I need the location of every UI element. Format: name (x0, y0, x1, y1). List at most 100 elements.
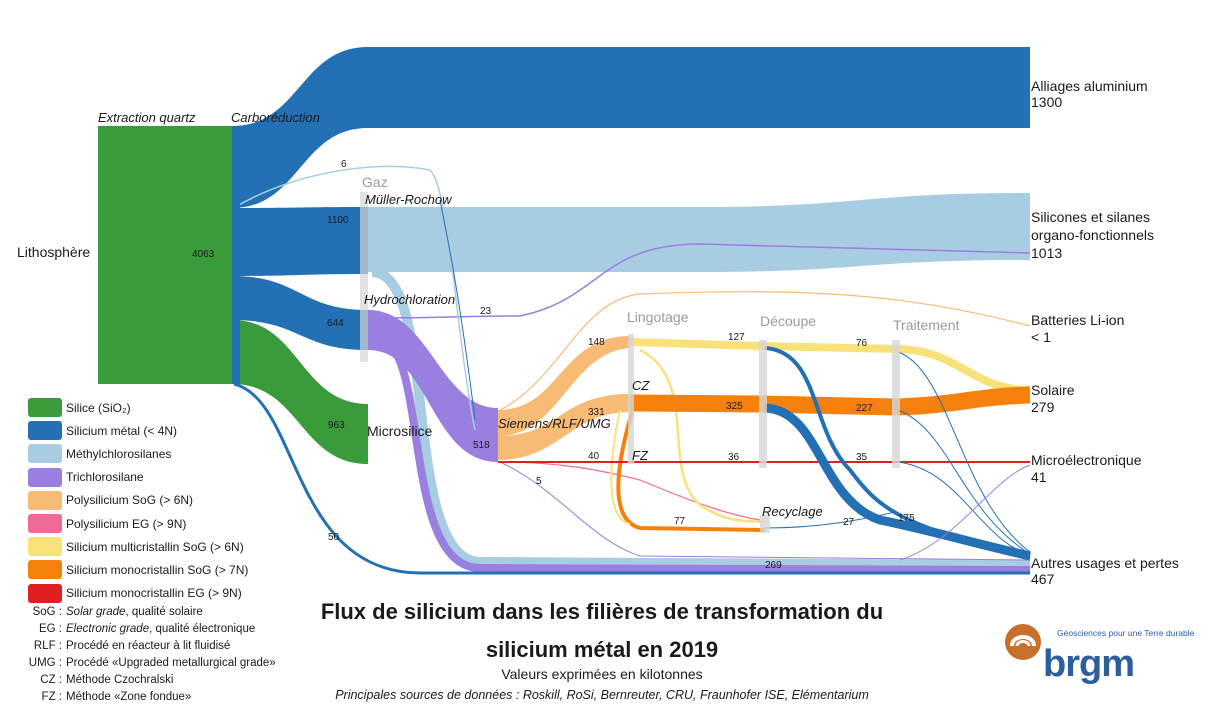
flow-recyclage-return (610, 409, 631, 525)
abbr-text: Procédé en réacteur à lit fluidisé (66, 640, 231, 652)
value-127: 127 (728, 332, 745, 343)
output-solaire-name: Solaire (1031, 382, 1075, 398)
legend-item: Polysilicium SoG (> 6N) (28, 489, 248, 512)
value-175: 175 (898, 513, 915, 524)
abbr-key: FZ : (41, 691, 62, 703)
legend-label: Polysilicium SoG (> 6N) (66, 493, 194, 508)
output-silicones-name-2: organo-fonctionnels (1031, 227, 1154, 243)
legend-swatch (28, 398, 62, 418)
legend-label: Silicium monocristallin EG (> 9N) (66, 586, 242, 601)
value-77: 77 (674, 516, 686, 527)
flow-multi-recycle (639, 348, 766, 524)
output-solaire: Solaire 279 (1031, 382, 1075, 415)
abbr-text: Méthode «Zone fondue» (66, 691, 192, 703)
flow-traitement-thin-a (897, 351, 1031, 553)
legend-swatch (28, 537, 62, 557)
flow-losses-175 (764, 403, 1032, 561)
abbr-key: EG : (38, 623, 62, 635)
value-27: 27 (843, 517, 855, 528)
value-518: 518 (473, 440, 490, 451)
flow-gaz-6 (234, 165, 476, 431)
output-silicones: Silicones et silanes organo-fonctionnels… (1031, 209, 1154, 261)
abbr-key: UMG : (28, 657, 62, 669)
subtitle: Valeurs exprimées en kilotonnes (501, 666, 703, 682)
brgm-logo: Géosciences pour une Terre durable brgm (1003, 622, 1195, 692)
node-carboreduction (232, 126, 240, 384)
output-solaire-value: 279 (1031, 399, 1055, 415)
label-traitement: Traitement (893, 317, 960, 333)
legend-swatch (28, 444, 62, 464)
legend-item: Trichlorosilane (28, 466, 248, 489)
output-microelectronique: Microélectronique 41 (1031, 452, 1142, 485)
flow-silicones (368, 193, 1030, 272)
value-35: 35 (856, 452, 868, 463)
label-hydrochloration: Hydrochloration (364, 292, 455, 307)
abbr-key: RLF : (33, 640, 62, 652)
output-autres-name: Autres usages et pertes (1031, 555, 1179, 571)
node-extraction-quartz (98, 126, 232, 384)
value-50: 50 (328, 532, 340, 543)
node-decoupe (759, 340, 767, 468)
legend-swatch (28, 514, 62, 534)
abbr-row: FZ : Méthode «Zone fondue» (6, 691, 276, 708)
value-40: 40 (588, 451, 600, 462)
abbreviations: SoG : Solar grade, qualité solaire EG : El… (6, 606, 276, 708)
legend-label: Polysilicium EG (> 9N) (66, 516, 187, 531)
abbr-text: , qualité électronique (149, 623, 256, 635)
brgm-logo-icon (1005, 624, 1041, 660)
value-148: 148 (588, 337, 605, 348)
label-lingotage: Lingotage (627, 309, 689, 325)
node-traitement (892, 340, 900, 468)
flow-poly-to-cz (498, 394, 630, 460)
legend-item: Silicium métal (< 4N) (28, 419, 248, 442)
legend-swatch (28, 467, 62, 487)
brgm-tagline: Géosciences pour une Terre durable (1057, 628, 1195, 638)
value-4063: 4063 (192, 249, 215, 260)
abbr-row: RLF : Procédé en réacteur à lit fluidisé (6, 640, 276, 657)
flow-mcs-to-autres (371, 267, 1031, 570)
value-6: 6 (341, 159, 347, 170)
brgm-wordmark: brgm (1043, 643, 1135, 685)
abbr-row: UMG : Procédé «Upgraded metallurgical gra… (6, 657, 276, 674)
legend-item: Polysilicium EG (> 9N) (28, 512, 248, 535)
output-silicones-name-1: Silicones et silanes (1031, 209, 1150, 225)
label-siemens: Siemens/RLF/UMG (498, 416, 611, 431)
legend-label: Silice (SiO₂) (66, 400, 131, 415)
abbr-key: SoG : (32, 606, 62, 618)
abbr-text: Procédé «Upgraded metallurgical grade» (66, 657, 276, 669)
main-title-line-1: Flux de silicium dans les filières de tr… (320, 599, 884, 624)
output-batteries: Batteries Li-ion < 1 (1031, 312, 1124, 345)
legend-swatch (28, 560, 62, 580)
abbr-text: Méthode Czochralski (66, 674, 174, 686)
value-269: 269 (765, 560, 782, 571)
abbr-key: CZ : (40, 674, 62, 686)
value-325: 325 (726, 401, 743, 412)
main-title-line-2: silicium métal en 2019 (485, 637, 719, 662)
label-recyclage: Recyclage (762, 504, 823, 519)
label-extraction-quartz: Extraction quartz (98, 110, 196, 125)
label-decoupe: Découpe (760, 313, 816, 329)
label-carboreduction: Carboréduction (231, 110, 320, 125)
flow-mono-recycle-77 (616, 411, 766, 532)
label-gaz: Gaz (362, 174, 388, 190)
abbr-row: CZ : Méthode Czochralski (6, 674, 276, 691)
legend-label: Trichlorosilane (66, 470, 144, 485)
flow-poly-to-lingotage (498, 336, 630, 436)
value-76: 76 (856, 338, 868, 349)
value-644: 644 (327, 318, 344, 329)
flow-tcs-to-autres (377, 336, 1031, 574)
output-batteries-name: Batteries Li-ion (1031, 312, 1124, 328)
abbr-row: EG : Electronic grade, qualité électroniq… (6, 623, 276, 640)
output-alliages-name: Alliages aluminium (1031, 78, 1148, 94)
legend-label: Méthylchlorosilanes (66, 446, 172, 461)
abbr-row: SoG : Solar grade, qualité solaire (6, 606, 276, 623)
label-microsilice: Microsilice (367, 423, 433, 439)
sources: Principales sources de données : Roskill… (335, 688, 869, 702)
flow-poly-to-batteries (499, 291, 1031, 411)
output-micro-value: 41 (1031, 469, 1047, 485)
flow-alliages-aluminium (232, 47, 1030, 208)
legend-label: Silicium métal (< 4N) (66, 423, 178, 438)
label-fz: FZ (632, 448, 649, 463)
value-331: 331 (588, 407, 605, 418)
